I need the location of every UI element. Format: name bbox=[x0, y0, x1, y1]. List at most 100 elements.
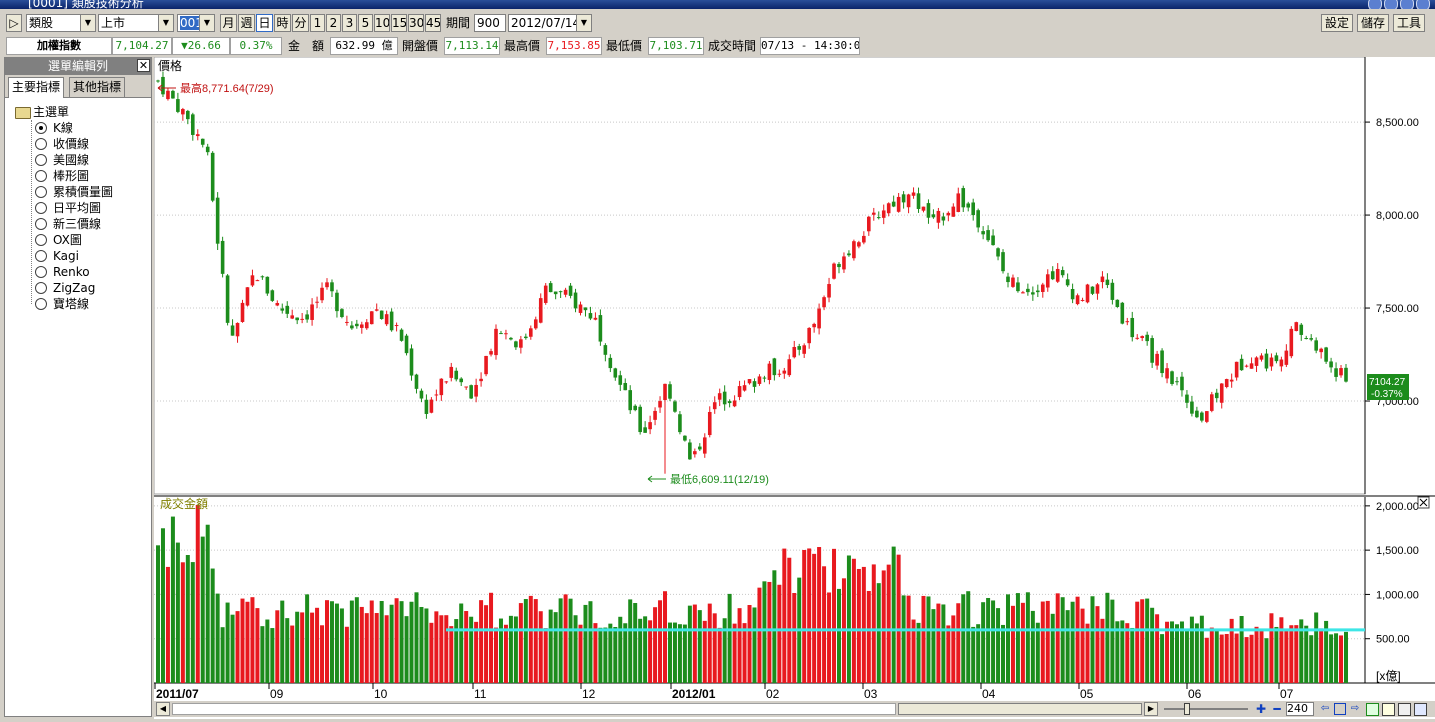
period-input[interactable]: 900 bbox=[474, 14, 506, 32]
zoom-out-icon[interactable]: ━ bbox=[1273, 702, 1281, 716]
tree-item[interactable]: 累積價量圖 bbox=[13, 184, 113, 200]
tree-item[interactable]: Kagi bbox=[13, 248, 113, 264]
candle-body bbox=[484, 355, 488, 375]
zoom-input[interactable]: 240 bbox=[1286, 702, 1314, 716]
high-annotation: 最高8,771.64(7/29) bbox=[180, 81, 274, 95]
period-button-12[interactable]: 45 bbox=[425, 14, 441, 32]
x-axis-label: 05 bbox=[1080, 687, 1094, 701]
volume-bar bbox=[210, 568, 215, 683]
stop-icon[interactable] bbox=[1334, 703, 1346, 715]
tab-main-indicators[interactable]: 主要指標 bbox=[8, 77, 65, 98]
period-button-0[interactable]: 月 bbox=[220, 14, 237, 32]
scroll-left-button[interactable]: ◀ bbox=[156, 702, 170, 716]
volume-bar bbox=[747, 605, 752, 683]
scroll-right-button[interactable]: ▶ bbox=[1144, 702, 1158, 716]
settings-button[interactable]: 設定 bbox=[1321, 14, 1353, 32]
market-select[interactable]: 上市 ▼ bbox=[98, 14, 174, 32]
candle-body bbox=[1190, 401, 1194, 414]
image-icon[interactable] bbox=[1414, 703, 1427, 716]
tree-item[interactable]: 棒形圖 bbox=[13, 168, 113, 184]
radio-icon[interactable] bbox=[35, 122, 47, 134]
candle-body bbox=[389, 311, 394, 331]
radio-icon[interactable] bbox=[35, 154, 47, 166]
save-button[interactable]: 儲存 bbox=[1357, 14, 1389, 32]
volume-bar bbox=[553, 612, 558, 683]
radio-icon[interactable] bbox=[35, 186, 47, 198]
volume-bar bbox=[613, 626, 618, 683]
code-select[interactable]: 001 ▼ bbox=[177, 14, 215, 32]
category-select[interactable]: 類股 ▼ bbox=[26, 14, 96, 32]
candle-body bbox=[588, 313, 593, 319]
maximize-icon[interactable] bbox=[1400, 0, 1414, 9]
volume-bar bbox=[538, 611, 543, 683]
volume-bar bbox=[971, 626, 976, 683]
tree-item[interactable]: K線 bbox=[13, 120, 113, 136]
tree-item[interactable]: 寶塔線 bbox=[13, 296, 113, 312]
tree-item[interactable]: 新三價線 bbox=[13, 216, 113, 232]
radio-icon[interactable] bbox=[35, 170, 47, 182]
volume-bar bbox=[722, 618, 727, 683]
period-button-4[interactable]: 分 bbox=[292, 14, 309, 32]
volume-bar bbox=[165, 566, 170, 683]
zoom-in-icon[interactable]: ✚ bbox=[1255, 702, 1267, 716]
tab-other-indicators[interactable]: 其他指標 bbox=[69, 77, 126, 97]
period-button-1[interactable]: 週 bbox=[238, 14, 255, 32]
zoom-slider-thumb[interactable] bbox=[1184, 703, 1190, 715]
candlestick-chart[interactable]: 8,500.008,000.007,500.007,000.00 2,000.0… bbox=[153, 56, 1435, 719]
radio-icon[interactable] bbox=[35, 138, 47, 150]
tree-item[interactable]: OX圖 bbox=[13, 232, 113, 248]
close-volume-icon[interactable] bbox=[1417, 496, 1430, 509]
period-button-7[interactable]: 3 bbox=[342, 14, 357, 32]
period-button-8[interactable]: 5 bbox=[358, 14, 373, 32]
tree-item[interactable]: Renko bbox=[13, 264, 113, 280]
tree-item[interactable]: 日平均圖 bbox=[13, 200, 113, 216]
candle-body bbox=[429, 399, 434, 413]
period-button-10[interactable]: 15 bbox=[391, 14, 407, 32]
candle-body bbox=[683, 435, 687, 441]
prev-icon[interactable]: ⇦ bbox=[1320, 703, 1330, 714]
tools-button[interactable]: 工具 bbox=[1393, 14, 1425, 32]
close-icon[interactable] bbox=[1416, 0, 1430, 9]
period-button-3[interactable]: 時 bbox=[274, 14, 291, 32]
close-icon[interactable]: ✕ bbox=[137, 59, 150, 72]
volume-bar bbox=[802, 549, 807, 683]
zoom-slider[interactable] bbox=[1164, 708, 1248, 710]
help-icon[interactable] bbox=[1368, 0, 1382, 9]
radio-icon[interactable] bbox=[35, 298, 47, 310]
volume-bar bbox=[305, 594, 310, 683]
date-select[interactable]: 2012/07/14 ▼ bbox=[508, 14, 592, 32]
period-button-6[interactable]: 2 bbox=[326, 14, 341, 32]
radio-icon[interactable] bbox=[35, 266, 47, 278]
candle-body bbox=[623, 382, 628, 391]
candle-body bbox=[996, 248, 1000, 257]
radio-icon[interactable] bbox=[35, 202, 47, 214]
radio-icon[interactable] bbox=[35, 234, 47, 246]
save-file-icon[interactable] bbox=[1382, 703, 1395, 716]
print-icon[interactable] bbox=[1398, 703, 1411, 716]
tree-item[interactable]: 收價線 bbox=[13, 136, 113, 152]
radio-icon[interactable] bbox=[35, 282, 47, 294]
tree-item[interactable]: ZigZag bbox=[13, 280, 113, 296]
horizontal-scrollbar[interactable] bbox=[172, 703, 896, 715]
volume-bar bbox=[369, 600, 374, 683]
volume-bar bbox=[469, 616, 474, 683]
period-button-11[interactable]: 30 bbox=[408, 14, 424, 32]
period-button-5[interactable]: 1 bbox=[310, 14, 325, 32]
tree-root[interactable]: 主選單 bbox=[13, 104, 113, 120]
candle-body bbox=[270, 290, 275, 301]
minimize-icon[interactable] bbox=[1384, 0, 1398, 9]
period-button-9[interactable]: 10 bbox=[374, 14, 390, 32]
radio-icon[interactable] bbox=[35, 218, 47, 230]
volume-bar bbox=[1090, 596, 1095, 683]
tree-item[interactable]: 美國線 bbox=[13, 152, 113, 168]
candle-body bbox=[1150, 338, 1154, 363]
candle-body bbox=[225, 275, 230, 323]
play-button[interactable]: ▷ bbox=[6, 14, 22, 32]
scroll-thumb[interactable] bbox=[898, 703, 1142, 715]
volume-bar bbox=[901, 595, 906, 683]
excel-icon[interactable] bbox=[1366, 703, 1379, 716]
radio-icon[interactable] bbox=[35, 250, 47, 262]
low-arrow-icon bbox=[647, 475, 666, 483]
next-icon[interactable]: ⇨ bbox=[1350, 703, 1360, 714]
period-button-2[interactable]: 日 bbox=[256, 14, 273, 32]
